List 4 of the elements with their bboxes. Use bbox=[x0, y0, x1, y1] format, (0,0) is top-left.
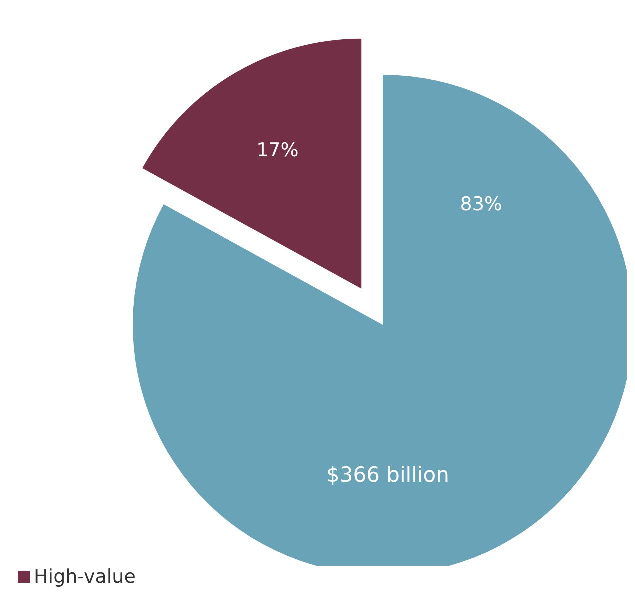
data-label: 83% bbox=[460, 194, 502, 216]
text: $366 billion bbox=[326, 463, 450, 487]
legend-label: High-value bbox=[34, 566, 136, 588]
data-label: 17% bbox=[256, 139, 299, 162]
